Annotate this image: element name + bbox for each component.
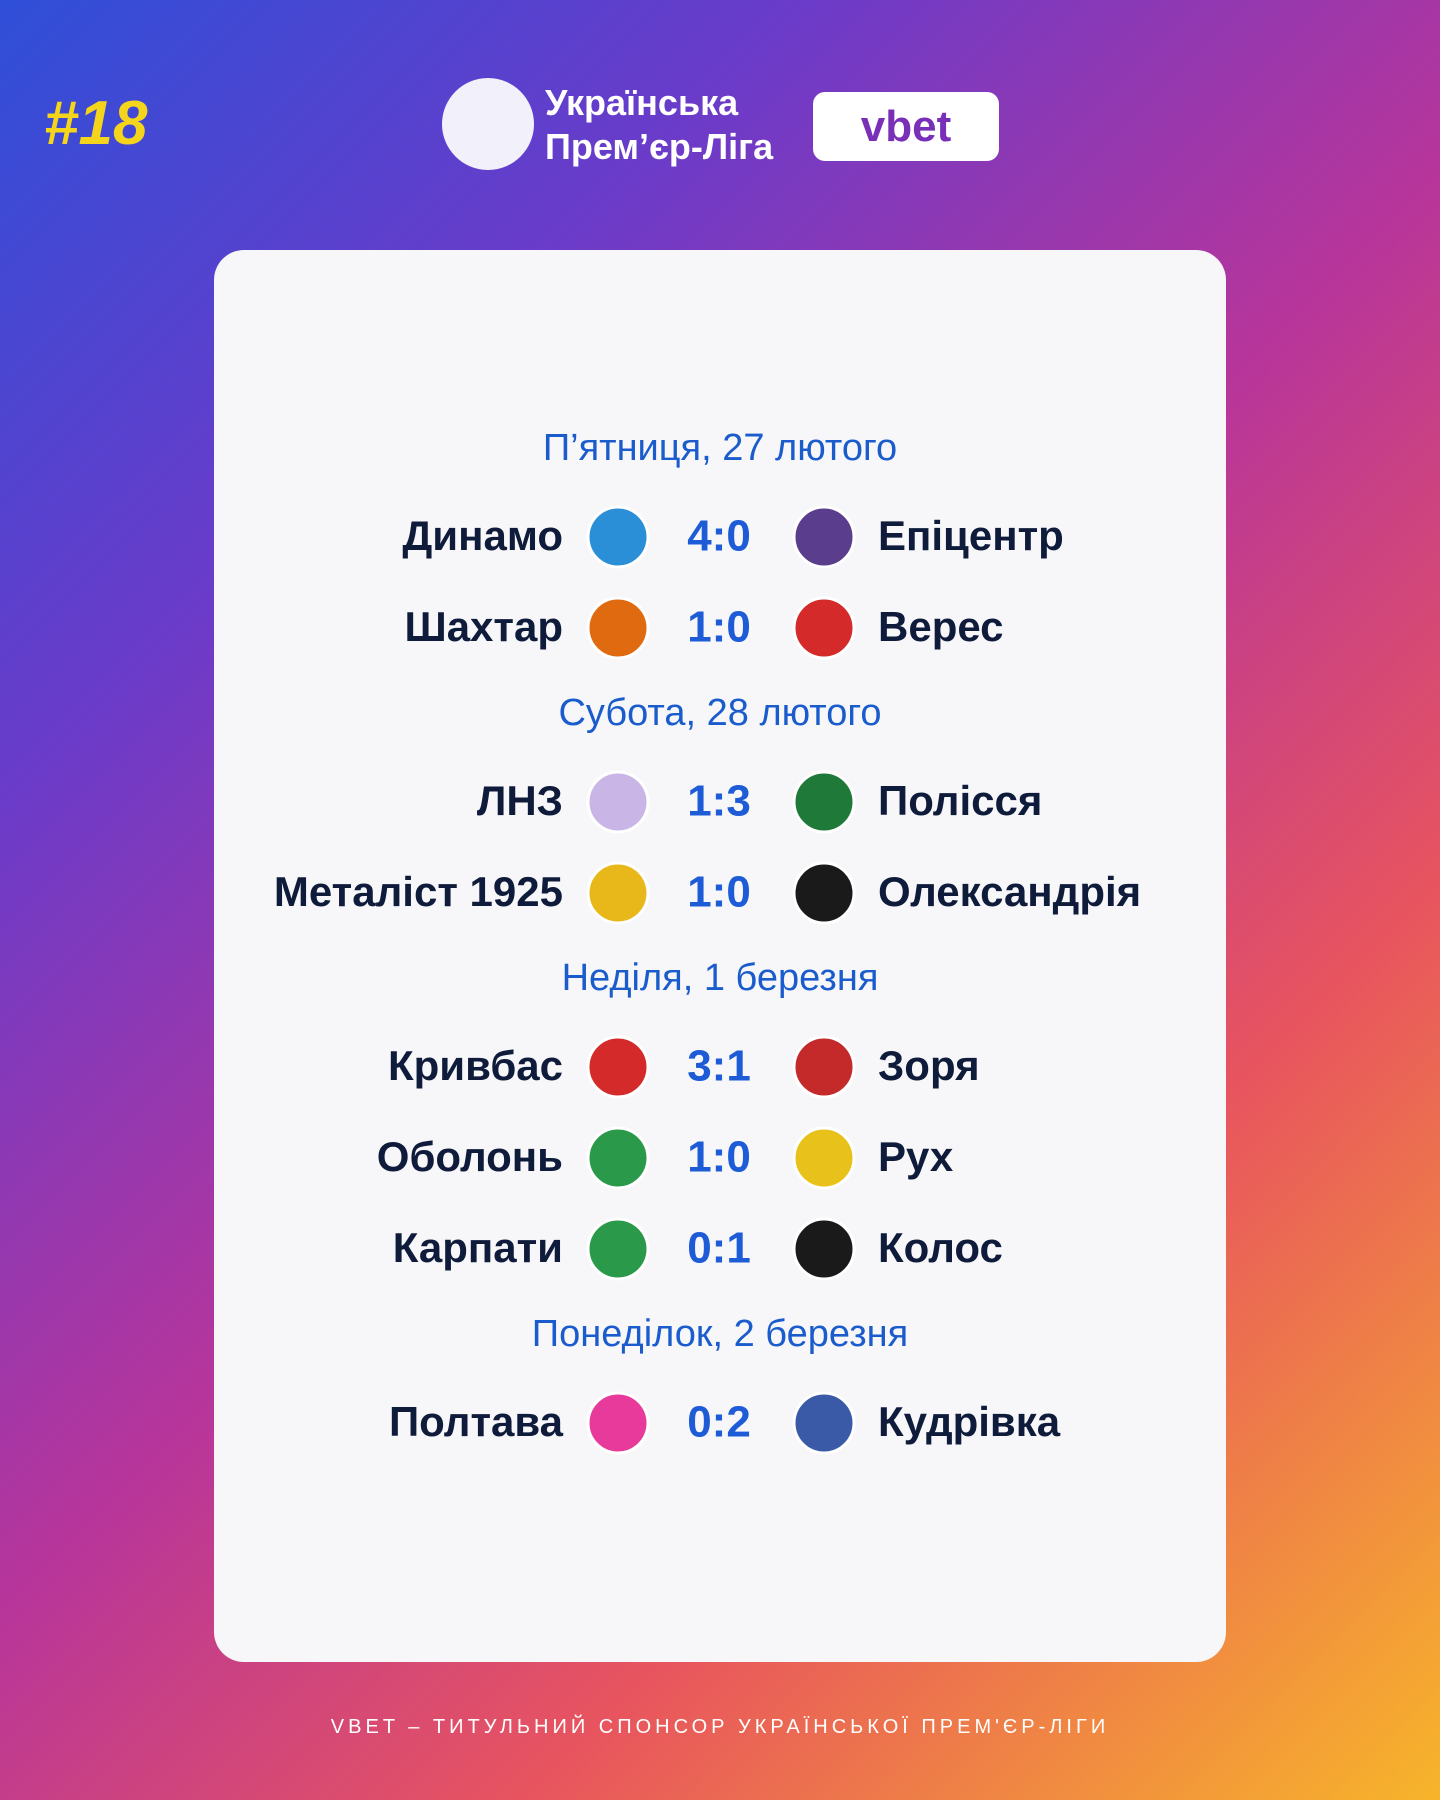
sponsor-name: vbet — [860, 101, 952, 151]
team-logo — [586, 505, 650, 569]
day-heading: Понеділок, 2 березня — [532, 1313, 908, 1355]
team-logo — [586, 1391, 650, 1455]
score: 4:0 — [687, 512, 751, 561]
league-name: Прем’єр-Ліга — [545, 126, 774, 167]
team-logo — [792, 1035, 856, 1099]
team-logo — [586, 1035, 650, 1099]
team-logo — [792, 505, 856, 569]
score: 1:0 — [687, 603, 751, 652]
sponsor-badge: vbet — [813, 92, 999, 161]
away-team: Полісся — [878, 777, 1042, 824]
away-team: Зоря — [878, 1042, 980, 1089]
score: 3:1 — [687, 1042, 751, 1091]
league-logo — [442, 78, 534, 170]
day-heading: П’ятниця, 27 лютого — [543, 427, 897, 469]
home-team: Шахтар — [404, 603, 563, 650]
away-team: Колос — [878, 1224, 1003, 1271]
team-logo — [792, 770, 856, 834]
home-team: Оболонь — [377, 1133, 563, 1180]
away-team: Рух — [878, 1133, 954, 1180]
footer: VBET – ТИТУЛЬНИЙ СПОНСОР УКРАЇНСЬКОЇ ПРЕ… — [330, 1716, 1110, 1738]
home-team: Кривбас — [388, 1042, 563, 1089]
away-team: Верес — [878, 603, 1004, 650]
day-heading: Субота, 28 лютого — [558, 692, 881, 734]
schedule-card — [214, 250, 1226, 1662]
team-logo — [792, 1126, 856, 1190]
away-team: Епіцентр — [878, 512, 1064, 559]
home-team: ЛНЗ — [477, 777, 563, 824]
home-team: Металіст 1925 — [274, 868, 563, 915]
score: 1:0 — [687, 868, 751, 917]
score: 1:0 — [687, 1133, 751, 1182]
away-team: Олександрія — [878, 868, 1141, 915]
away-team: Кудрівка — [878, 1398, 1061, 1445]
team-logo — [586, 596, 650, 660]
round-number: #18 — [44, 89, 148, 158]
league-name: Українська — [545, 82, 739, 123]
team-logo — [792, 1217, 856, 1281]
home-team: Карпати — [393, 1224, 563, 1271]
team-logo — [586, 1217, 650, 1281]
home-team: Полтава — [389, 1398, 564, 1445]
team-logo — [792, 1391, 856, 1455]
score: 1:3 — [687, 777, 751, 826]
team-logo — [586, 1126, 650, 1190]
team-logo — [792, 596, 856, 660]
home-team: Динамо — [402, 512, 563, 559]
score: 0:2 — [687, 1398, 751, 1447]
day-heading: Неділя, 1 березня — [562, 957, 879, 999]
team-logo — [792, 861, 856, 925]
team-logo — [586, 770, 650, 834]
score: 0:1 — [687, 1224, 751, 1273]
team-logo — [586, 861, 650, 925]
